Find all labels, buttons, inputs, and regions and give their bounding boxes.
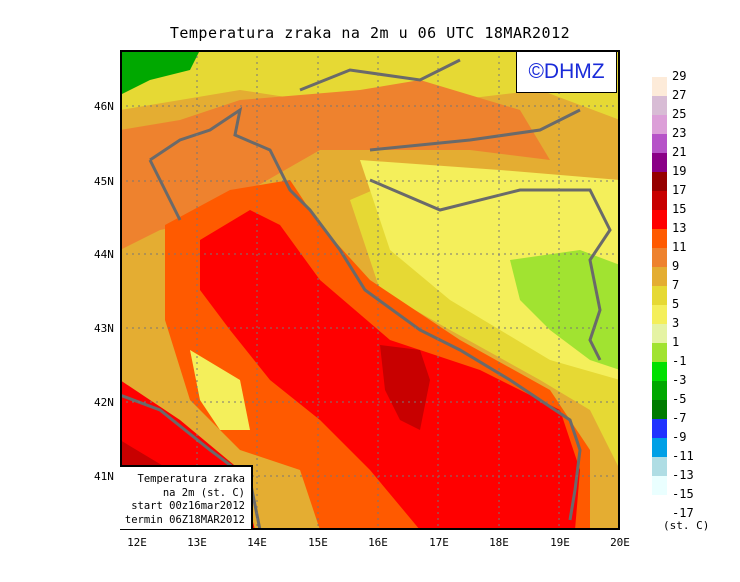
temperature-map	[120, 50, 620, 530]
legend-swatch	[652, 457, 667, 476]
legend-swatch	[652, 115, 667, 134]
legend-swatch	[652, 362, 667, 381]
lat-label: 43N	[94, 322, 114, 335]
legend-swatch	[652, 172, 667, 191]
lon-label: 13E	[187, 536, 207, 549]
legend-label: 13	[672, 221, 687, 235]
legend-label: 17	[672, 183, 687, 197]
lat-label: 44N	[94, 248, 114, 261]
lat-label: 45N	[94, 175, 114, 188]
legend-label: -7	[672, 411, 687, 425]
legend-label: -3	[672, 373, 687, 387]
coastline	[120, 58, 612, 530]
legend-label: 29	[672, 69, 687, 83]
legend-swatch	[652, 305, 667, 324]
legend-swatch	[652, 134, 667, 153]
legend-units: (st. C)	[663, 519, 710, 532]
legend-swatch	[652, 286, 667, 305]
info-line: na 2m (st. C)	[162, 486, 245, 499]
info-line: start 00z16mar2012	[131, 500, 245, 512]
legend-swatch	[652, 343, 667, 362]
legend-label: 27	[672, 88, 687, 102]
legend-label: 3	[672, 316, 680, 330]
legend-label: 21	[672, 145, 687, 159]
legend-label: 9	[672, 259, 680, 273]
legend-swatch	[652, 324, 667, 343]
legend-swatch	[652, 419, 667, 438]
info-line: Temperatura zraka	[137, 473, 245, 485]
lon-label: 17E	[429, 536, 449, 549]
legend-swatch	[652, 191, 667, 210]
legend-swatch	[652, 229, 667, 248]
legend-swatch	[652, 400, 667, 419]
legend-label: -1	[672, 354, 687, 368]
dhmz-logo: ©DHMZ	[516, 51, 617, 93]
legend-swatch	[652, 476, 667, 495]
legend-label: 11	[672, 240, 687, 254]
lon-label: 15E	[308, 536, 328, 549]
lat-label: 41N	[94, 470, 114, 483]
legend-swatch	[652, 77, 667, 96]
lon-label: 19E	[550, 536, 570, 549]
legend-label: -9	[672, 430, 687, 444]
legend-label: 23	[672, 126, 687, 140]
graticule	[120, 50, 620, 530]
lon-label: 20E	[610, 536, 630, 549]
legend-label: 5	[672, 297, 680, 311]
lon-label: 12E	[127, 536, 147, 549]
legend-swatch	[652, 153, 667, 172]
legend-label: -13	[672, 468, 694, 482]
lat-label: 42N	[94, 396, 114, 409]
lon-label: 14E	[247, 536, 267, 549]
legend-label: 25	[672, 107, 687, 121]
legend-label: -5	[672, 392, 687, 406]
map-title: Temperatura zraka na 2m u 06 UTC 18MAR20…	[169, 24, 571, 42]
field-italy-yellow	[190, 350, 250, 430]
field-green-nw	[120, 50, 200, 95]
legend-swatch	[652, 96, 667, 115]
legend-label: 19	[672, 164, 687, 178]
info-box: Temperatura zraka na 2m (st. C) start 00…	[120, 465, 253, 529]
legend-label: 15	[672, 202, 687, 216]
field-sea-darkred	[380, 345, 430, 430]
field-orange-inner	[120, 80, 550, 250]
lon-label: 18E	[489, 536, 509, 549]
legend-label: -11	[672, 449, 694, 463]
legend-swatch	[652, 438, 667, 457]
legend-label: -15	[672, 487, 694, 501]
map-frame	[120, 50, 620, 530]
legend-label: 7	[672, 278, 680, 292]
legend-swatch	[652, 248, 667, 267]
lat-label: 46N	[94, 100, 114, 113]
legend-swatch	[652, 210, 667, 229]
legend-label: 1	[672, 335, 680, 349]
legend-label: -17	[672, 506, 694, 520]
lon-label: 16E	[368, 536, 388, 549]
legend-swatch	[652, 267, 667, 286]
info-line: termin 06Z18MAR2012	[124, 513, 245, 526]
legend-swatch	[652, 381, 667, 400]
